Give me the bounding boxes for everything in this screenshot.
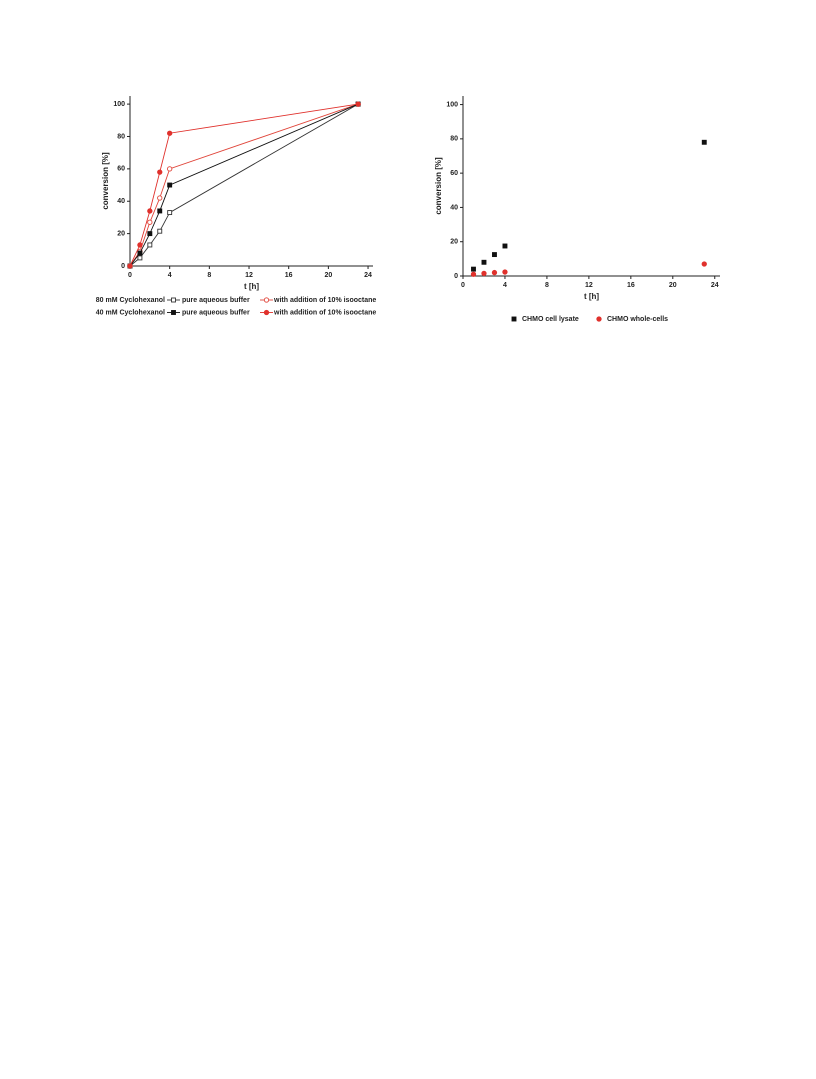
y-tick-label: 20 [450,239,458,246]
legend-marker [171,297,176,303]
x-tick-label: 4 [503,282,507,289]
x-axis-label: t [h] [584,292,599,301]
y-tick-label: 60 [450,170,458,177]
legend-label: CHMO whole-cells [607,316,668,323]
marker [157,208,163,214]
y-tick-label: 40 [450,204,458,211]
marker [167,210,173,216]
x-tick-label: 20 [324,272,332,279]
x-tick-label: 12 [585,282,593,289]
marker [470,271,477,277]
series-line [129,103,359,267]
x-tick-label: 20 [669,282,677,289]
x-tick-label: 0 [461,282,465,289]
y-tick-label: 0 [121,263,125,270]
x-tick-label: 24 [364,272,372,279]
marker [147,219,153,225]
x-tick-label: 24 [711,282,719,289]
marker [355,101,361,107]
marker [167,182,173,188]
marker [481,259,487,265]
marker [137,255,143,261]
y-tick-label: 0 [454,273,458,280]
marker [701,139,707,145]
marker [157,195,163,201]
marker [701,261,707,267]
legend-label: CHMO cell lysate [522,316,579,323]
x-tick-label: 0 [128,272,132,279]
y-tick-label: 40 [117,198,125,205]
y-tick-label: 100 [113,101,125,108]
marker [157,228,163,234]
legend-marker [511,316,517,322]
y-axis-label: conversion [%] [101,152,110,210]
y-tick-label: 20 [117,230,125,237]
legend-label: pure aqueous buffer [182,297,250,304]
marker [147,208,153,214]
x-tick-label: 12 [245,272,253,279]
x-tick-label: 4 [168,272,172,279]
legend-marker [263,297,270,303]
y-tick-label: 80 [117,133,125,140]
legend-label: with addition of 10% isooctane [273,309,376,316]
x-tick-label: 16 [627,282,635,289]
legend-group: 80 mM Cyclohexanol [96,297,165,304]
marker [137,242,143,248]
x-tick-label: 8 [207,272,211,279]
marker [491,269,498,276]
x-axis-label: t [h] [244,282,259,291]
x-tick-label: 8 [545,282,549,289]
y-tick-label: 60 [117,166,125,173]
x-tick-label: 16 [285,272,293,279]
marker [127,263,133,269]
marker [137,250,143,256]
marker [147,231,153,237]
legend-label: pure aqueous buffer [182,309,250,316]
marker [502,269,508,275]
legend-label: with addition of 10% isooctane [273,297,376,304]
marker [492,252,497,258]
legend-marker [171,310,176,315]
marker [481,270,487,277]
y-tick-label: 100 [446,101,458,108]
marker [167,166,173,172]
y-axis-label: conversion [%] [434,157,443,215]
marker [502,243,508,249]
marker [471,266,476,272]
legend-marker [263,309,270,316]
legend-group: 40 mM Cyclohexanol [96,309,165,316]
marker [167,130,173,136]
legend-marker [596,316,602,322]
y-tick-label: 80 [450,136,458,143]
marker [147,242,153,248]
marker [157,169,163,175]
series-line [129,103,359,267]
